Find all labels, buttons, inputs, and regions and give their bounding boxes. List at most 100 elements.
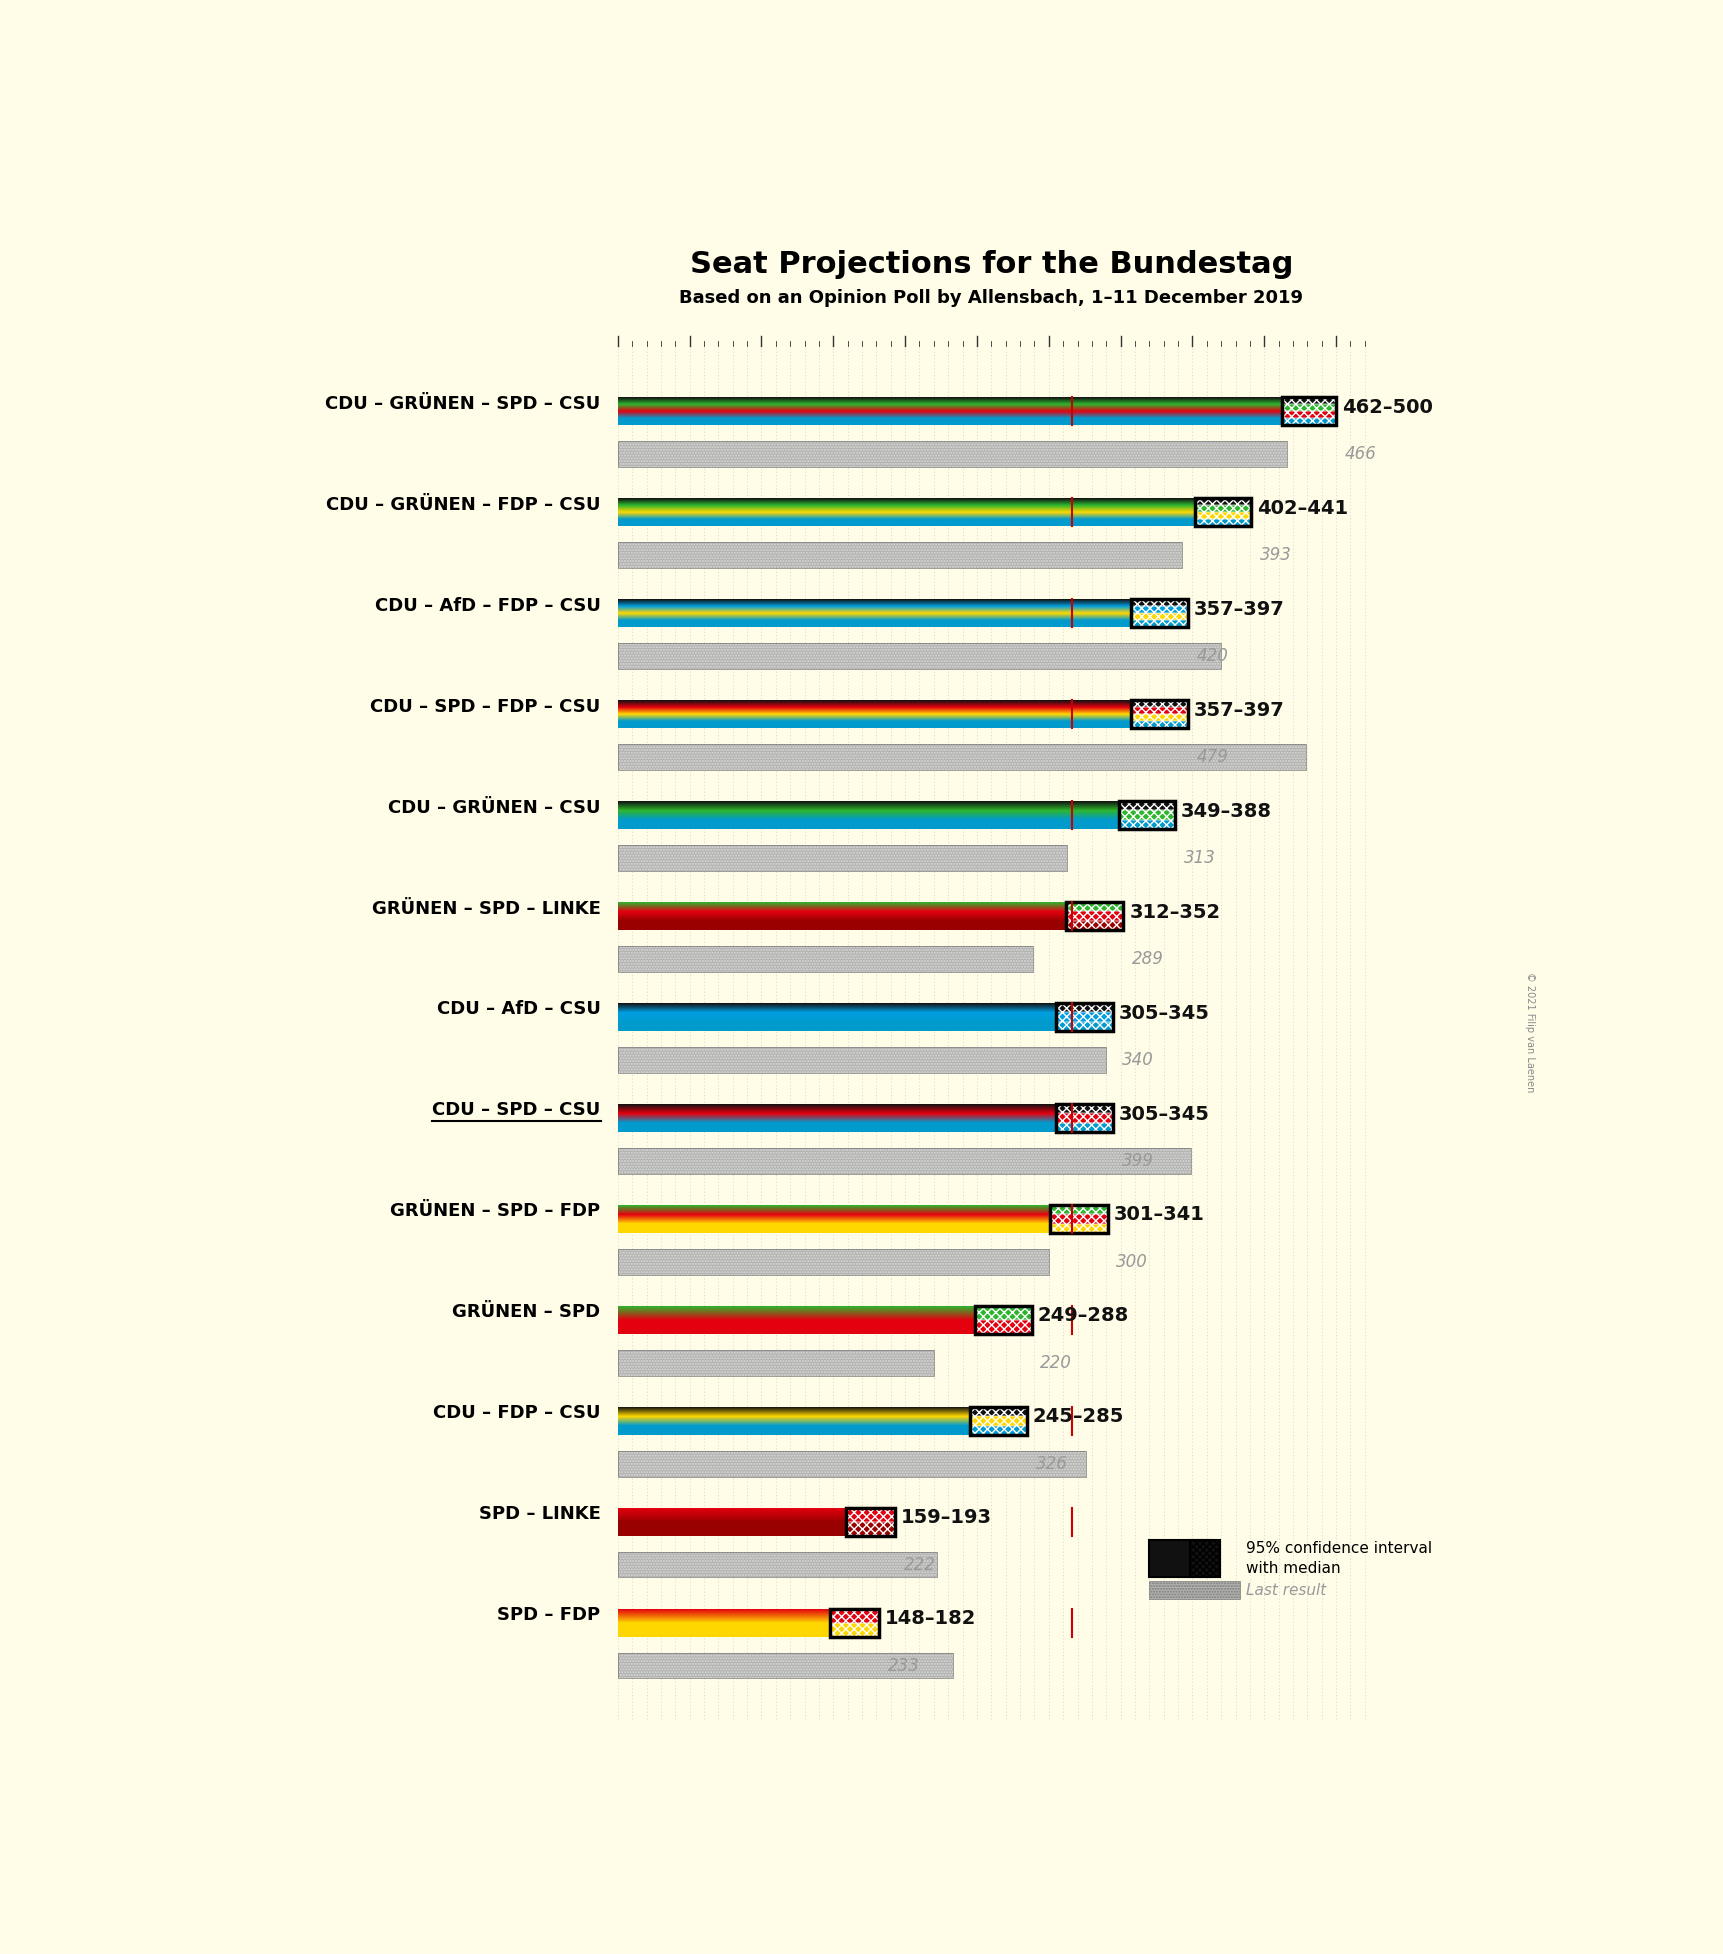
Bar [1049,1213,1108,1223]
Bar [975,1305,1030,1321]
Bar [1280,397,1335,426]
Text: 159–193: 159–193 [901,1508,991,1528]
Bar [617,1551,936,1577]
Bar [1130,619,1187,627]
Bar [617,1249,1048,1274]
Text: 305–345: 305–345 [1118,1004,1210,1022]
Text: 249–288: 249–288 [1037,1307,1129,1325]
Bar [1130,721,1187,729]
Text: 305–345: 305–345 [1118,1104,1210,1124]
Bar [617,1149,1191,1174]
Bar [1065,911,1123,920]
Bar [617,1653,953,1678]
Bar [1280,410,1335,418]
Text: GRÜNEN – SPD – LINKE: GRÜNEN – SPD – LINKE [372,899,600,918]
Text: SPD – LINKE: SPD – LINKE [479,1505,600,1524]
Bar [1130,700,1187,707]
Bar [1130,600,1187,606]
Bar [1130,707,1187,713]
Bar [970,1417,1027,1426]
Bar [1118,821,1175,828]
Bar [1130,606,1187,614]
Bar [617,1653,953,1678]
Bar [617,442,1287,467]
Text: © 2021 Filip van Laenen: © 2021 Filip van Laenen [1525,971,1533,1092]
Bar [617,1452,1085,1477]
Bar [617,1350,934,1376]
Text: 402–441: 402–441 [1256,498,1347,518]
Text: 233: 233 [887,1657,918,1675]
Bar [1065,903,1123,911]
Bar [1049,1223,1108,1233]
Text: 95% confidence interval: 95% confidence interval [1244,1542,1430,1555]
Text: 312–352: 312–352 [1129,903,1220,922]
Text: CDU – SPD – FDP – CSU: CDU – SPD – FDP – CSU [370,698,600,715]
Bar [617,846,1067,871]
Bar [617,1149,1191,1174]
Text: CDU – SPD – CSU: CDU – SPD – CSU [432,1102,600,1120]
Text: with median: with median [1244,1561,1339,1577]
Text: 340: 340 [1122,1051,1153,1069]
Text: 289: 289 [1132,950,1163,967]
Bar [1049,1206,1108,1213]
Bar [830,1608,879,1624]
Text: Based on an Opinion Poll by Allensbach, 1–11 December 2019: Based on an Opinion Poll by Allensbach, … [679,289,1303,307]
Bar [617,1452,1085,1477]
Text: Seat Projections for the Bundestag: Seat Projections for the Bundestag [689,250,1292,279]
Text: 301–341: 301–341 [1113,1206,1204,1225]
Bar [617,1047,1106,1073]
Bar [1194,512,1251,520]
Bar [1130,606,1187,614]
Text: CDU – FDP – CSU: CDU – FDP – CSU [432,1405,600,1423]
Bar [617,846,1067,871]
Text: 245–285: 245–285 [1032,1407,1123,1426]
Bar [970,1407,1027,1417]
Bar [846,1508,894,1536]
Bar [846,1522,894,1536]
Bar [1130,600,1187,627]
Bar [1130,619,1187,627]
Bar [1194,512,1251,520]
Bar [1054,1002,1113,1012]
Text: 220: 220 [1039,1354,1072,1372]
Bar [1118,811,1175,821]
Bar [830,1608,879,1637]
Bar [617,744,1306,770]
Bar [975,1321,1030,1335]
Text: 479: 479 [1196,748,1228,766]
Bar [617,1350,934,1376]
Bar [617,1551,936,1577]
Text: 222: 222 [903,1555,936,1573]
Bar [1280,410,1335,418]
Bar [617,1149,1191,1174]
Bar [1149,1540,1210,1577]
Bar [1130,700,1187,729]
Bar [830,1624,879,1637]
Bar [617,643,1220,668]
Bar [1130,614,1187,619]
Bar [1054,1104,1113,1131]
Text: 357–397: 357–397 [1192,701,1284,719]
Bar [970,1407,1027,1417]
Bar [617,1047,1106,1073]
Bar [1130,713,1187,721]
Bar [617,1249,1048,1274]
Bar [830,1624,879,1637]
Bar [617,744,1306,770]
Bar [617,1249,1048,1274]
Bar [846,1508,894,1522]
Bar [1130,700,1187,707]
Text: 313: 313 [1184,850,1215,868]
Bar [1130,614,1187,619]
Bar [1280,418,1335,426]
Bar [1280,397,1335,404]
Bar [1054,1114,1113,1124]
Bar [846,1522,894,1536]
Bar [617,1551,936,1577]
Bar [1194,498,1251,526]
Bar [970,1426,1027,1434]
Bar [1049,1206,1108,1233]
Bar [617,946,1032,971]
Bar [617,846,1067,871]
Bar [1054,1002,1113,1032]
